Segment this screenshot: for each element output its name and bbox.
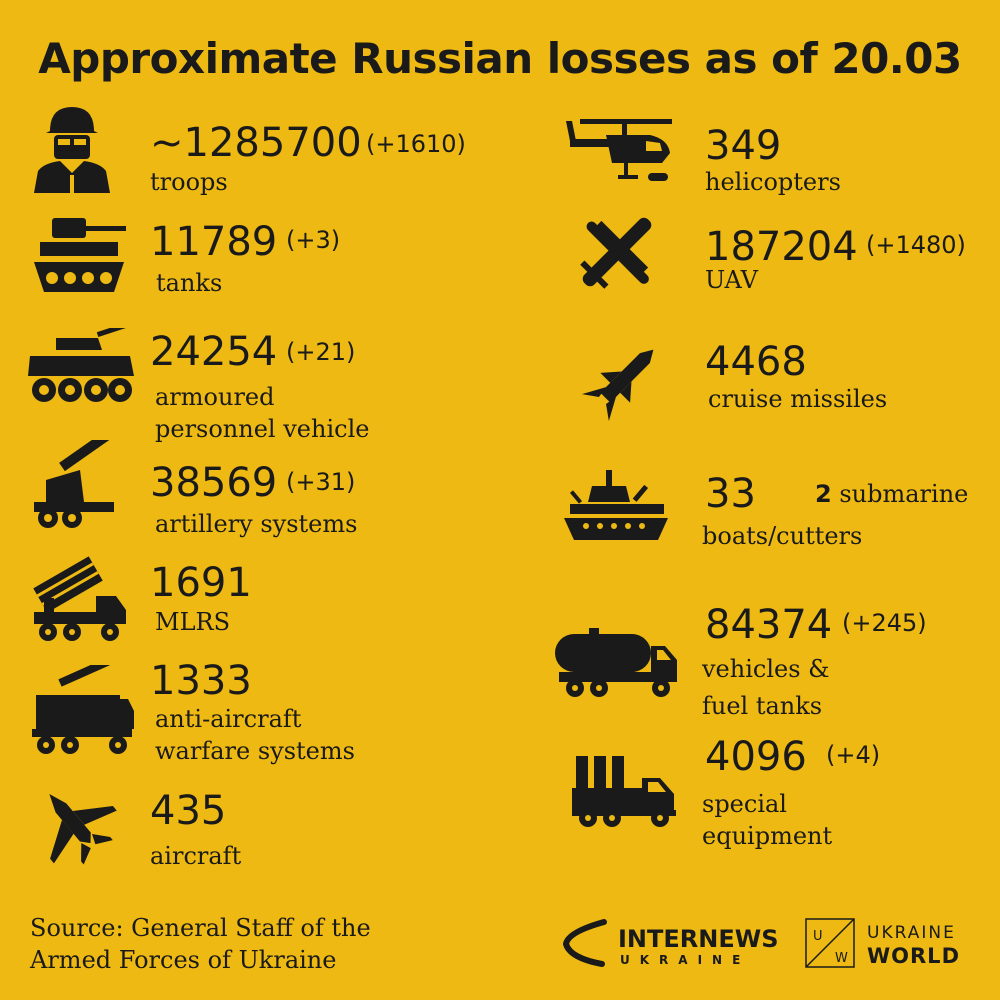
troops-label: troops — [150, 168, 228, 196]
drone-icon — [570, 205, 665, 300]
troops-value: ~1285700 — [150, 120, 362, 166]
page-title: Approximate Russian losses as of 20.03 — [38, 34, 962, 83]
soldier-icon — [30, 103, 115, 193]
vehicles-label-line1: vehicles & — [702, 655, 830, 683]
helicopter-icon — [562, 115, 674, 190]
submarine-count: 2 — [815, 480, 832, 508]
aa-label-line1: anti-aircraft — [155, 705, 302, 733]
internews-ukraine-logo: INTERNEWS UKRAINE — [560, 918, 785, 972]
internews-main-text: INTERNEWS — [618, 925, 779, 953]
uw-bottom-text: WORLD — [867, 944, 960, 968]
fighter-jet-icon — [30, 782, 125, 872]
aa-label-line2: warfare systems — [155, 737, 355, 765]
helicopters-value: 349 — [705, 123, 782, 169]
tanks-label: tanks — [156, 269, 223, 297]
submarine-label: submarine — [839, 480, 969, 508]
fuel-truck-icon — [553, 628, 681, 698]
special-label-line2: equipment — [702, 822, 833, 850]
uw-mark-w: W — [835, 951, 848, 966]
vehicles-delta: (+245) — [842, 609, 927, 637]
source-line-1: Source: General Staff of the — [30, 914, 371, 942]
artillery-delta: (+31) — [286, 468, 356, 496]
submarine-note: 2 submarine — [815, 480, 968, 508]
aircraft-value: 435 — [150, 788, 227, 834]
missiles-label: cruise missiles — [708, 385, 888, 413]
apv-delta: (+21) — [286, 338, 356, 366]
uav-label: UAV — [705, 266, 758, 294]
vehicles-value: 84374 — [705, 602, 833, 648]
boats-value: 33 — [705, 471, 756, 517]
artillery-icon — [32, 440, 122, 530]
special-value: 4096 — [705, 734, 807, 780]
helicopters-label: helicopters — [705, 168, 841, 196]
armoured-vehicle-icon — [26, 328, 136, 408]
boats-label: boats/cutters — [702, 522, 863, 550]
mlrs-icon — [30, 548, 130, 643]
ukraine-world-logo: U W UKRAINE WORLD — [805, 918, 975, 972]
uw-top-text: UKRAINE — [867, 923, 956, 943]
internews-sub-text: UKRAINE — [620, 953, 750, 967]
aa-value: 1333 — [150, 658, 252, 704]
uav-value: 187204 — [705, 224, 858, 270]
uav-delta: (+1480) — [866, 231, 966, 259]
apv-value: 24254 — [150, 329, 278, 375]
vehicles-label-line2: fuel tanks — [702, 692, 823, 720]
anti-aircraft-icon — [30, 665, 135, 755]
troops-delta: (+1610) — [366, 130, 466, 158]
source-note: Source: General Staff of the Armed Force… — [30, 912, 371, 976]
tanks-delta: (+3) — [286, 226, 341, 254]
source-line-2: Armed Forces of Ukraine — [30, 946, 337, 974]
uw-mark-u: U — [813, 929, 823, 944]
artillery-value: 38569 — [150, 460, 278, 506]
special-label-line1: special — [702, 790, 787, 818]
tank-icon — [30, 212, 130, 297]
apv-label-line1: armoured — [155, 383, 275, 411]
mlrs-value: 1691 — [150, 560, 252, 606]
tanks-value: 11789 — [150, 219, 278, 265]
cruise-missile-icon — [578, 335, 668, 425]
special-delta: (+4) — [826, 741, 881, 769]
mlrs-label: MLRS — [155, 608, 231, 636]
artillery-label: artillery systems — [155, 510, 358, 538]
aircraft-label: aircraft — [150, 842, 242, 870]
missiles-value: 4468 — [705, 339, 807, 385]
apv-label-line2: personnel vehicle — [155, 415, 370, 443]
special-equipment-truck-icon — [570, 752, 680, 830]
ship-icon — [562, 466, 670, 544]
